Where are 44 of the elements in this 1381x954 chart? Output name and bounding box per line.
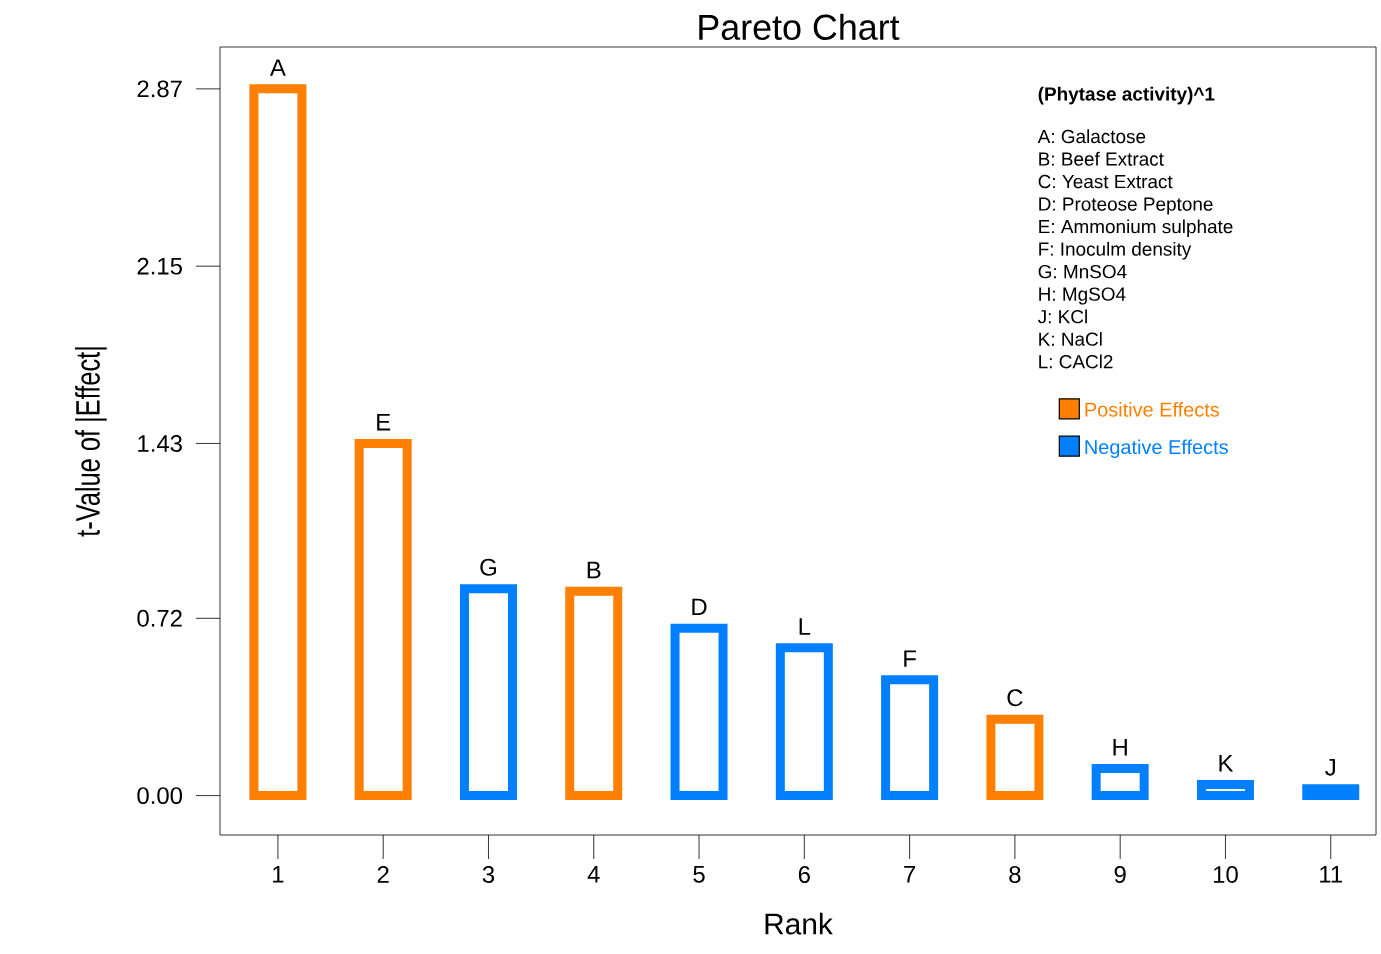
x-tick-label: 5 [693, 866, 705, 883]
annotation: A: Galactose [1037, 129, 1146, 144]
x-tick-label: 6 [798, 866, 810, 883]
chart-title: Pareto Chart [699, 13, 900, 40]
annotation: C: Yeast Extract [1038, 174, 1173, 189]
legend-title: (Phytase activity)^1 [1038, 86, 1215, 105]
y-tick-label: 0.00 [137, 787, 183, 805]
y-tick-label: 1.43 [138, 435, 182, 452]
annotation: D [692, 598, 707, 616]
x-tick-label: 11 [1320, 866, 1342, 883]
annotation: H [1113, 739, 1127, 756]
legend-label: Negative Effects [1085, 439, 1228, 459]
x-tick-label: 4 [587, 866, 600, 883]
annotation: E: Ammonium sulphate [1039, 219, 1233, 238]
x-tick-label: 1 [273, 866, 284, 883]
y-axis-title: t-Value of |Effect| [75, 347, 107, 537]
annotation: H: MgSO4 [1039, 287, 1126, 305]
y-tick-label: 2.15 [137, 257, 182, 275]
x-tick-label: 10 [1213, 866, 1238, 883]
annotation: G [480, 558, 496, 576]
annotation: F [904, 650, 916, 667]
x-tick-label: 7 [904, 866, 916, 883]
annotation: B: Beef Extract [1039, 151, 1164, 166]
y-tick-label: 2.87 [137, 80, 182, 98]
x-axis-title: Rank [765, 912, 833, 935]
annotation: E [377, 413, 391, 431]
y-tick-label: 0.72 [137, 609, 182, 627]
annotation: J: KCl [1037, 309, 1087, 324]
annotation: F: Inoculm density [1039, 241, 1192, 260]
annotation: D: Proteose Peptone [1039, 197, 1213, 215]
annotation: C [1007, 689, 1023, 707]
x-tick-label: 9 [1114, 866, 1126, 883]
legend-label: Positive Effects [1085, 402, 1220, 417]
x-tick-label: 8 [1009, 866, 1021, 883]
annotation: L [799, 618, 811, 635]
x-tick-label: 2 [377, 866, 389, 883]
annotation: G: MnSO4 [1038, 264, 1127, 279]
annotation: B [587, 561, 601, 579]
annotation: A [269, 59, 286, 76]
x-tick-label: 3 [482, 866, 495, 883]
annotation: K: NaCl [1039, 331, 1102, 346]
annotation: J [1325, 758, 1335, 776]
annotation: L: CACl2 [1039, 354, 1113, 369]
annotation: K [1219, 755, 1234, 772]
